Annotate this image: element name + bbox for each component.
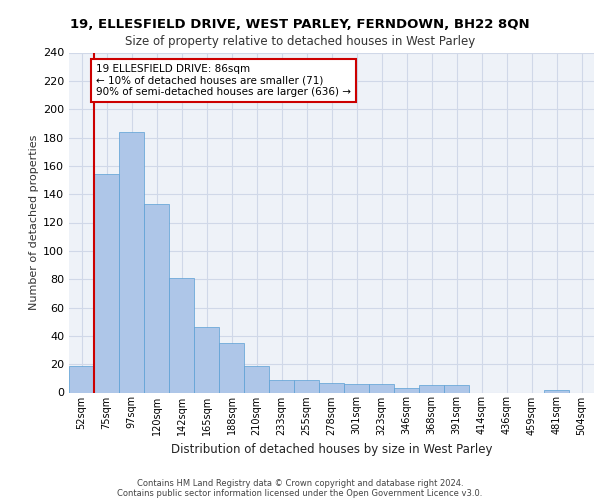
Bar xyxy=(444,386,469,392)
Bar xyxy=(369,384,394,392)
Bar xyxy=(344,384,369,392)
Text: 19 ELLESFIELD DRIVE: 86sqm
← 10% of detached houses are smaller (71)
90% of semi: 19 ELLESFIELD DRIVE: 86sqm ← 10% of deta… xyxy=(96,64,351,97)
Bar xyxy=(94,174,119,392)
Bar xyxy=(269,380,294,392)
Bar xyxy=(169,278,194,392)
Bar xyxy=(319,382,344,392)
Bar xyxy=(194,328,219,392)
Text: 19, ELLESFIELD DRIVE, WEST PARLEY, FERNDOWN, BH22 8QN: 19, ELLESFIELD DRIVE, WEST PARLEY, FERND… xyxy=(70,18,530,30)
Bar xyxy=(69,366,94,392)
Bar xyxy=(544,390,569,392)
Bar xyxy=(419,386,444,392)
Text: Contains public sector information licensed under the Open Government Licence v3: Contains public sector information licen… xyxy=(118,488,482,498)
X-axis label: Distribution of detached houses by size in West Parley: Distribution of detached houses by size … xyxy=(171,443,492,456)
Bar xyxy=(394,388,419,392)
Y-axis label: Number of detached properties: Number of detached properties xyxy=(29,135,39,310)
Bar xyxy=(219,343,244,392)
Text: Contains HM Land Registry data © Crown copyright and database right 2024.: Contains HM Land Registry data © Crown c… xyxy=(137,478,463,488)
Text: Size of property relative to detached houses in West Parley: Size of property relative to detached ho… xyxy=(125,35,475,48)
Bar xyxy=(144,204,169,392)
Bar xyxy=(119,132,144,392)
Bar xyxy=(244,366,269,392)
Bar xyxy=(294,380,319,392)
